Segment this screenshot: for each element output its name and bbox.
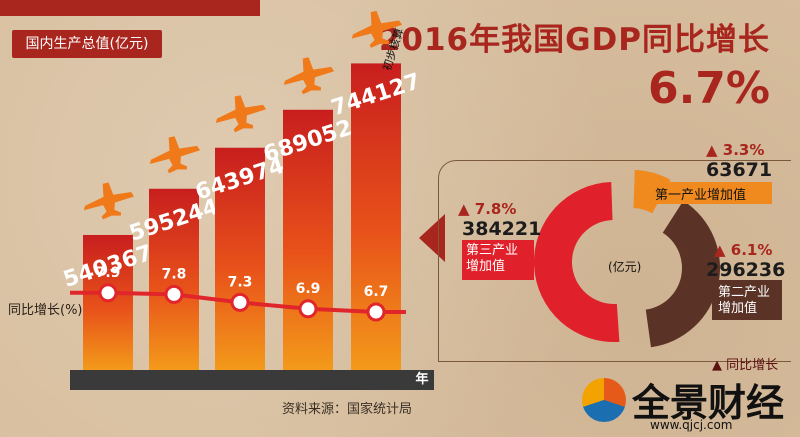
second-sector-label-bg: [712, 280, 782, 320]
growth-point: [298, 299, 318, 319]
sector-panel-frame: [438, 160, 791, 362]
airplane-icon: [351, 10, 403, 48]
third-sector-name: 第三产业 增加值: [466, 243, 518, 275]
second-sector-growth: ▲ 6.1%: [714, 241, 773, 259]
third-sector-label-bg: [462, 240, 534, 280]
source-note: 资料来源：国家统计局: [282, 402, 413, 417]
growth-point: [366, 302, 386, 322]
first-sector-growth: ▲ 3.3%: [706, 141, 765, 159]
airplane-icon: [83, 182, 135, 220]
growth-point-label: 7.9: [96, 265, 121, 281]
x-axis-bar: [70, 370, 410, 390]
third-sector-value: 384221: [462, 218, 542, 240]
donut-slice-third: [534, 182, 620, 342]
second-sector-name: 第二产业 增加值: [718, 285, 770, 317]
growth-point-label: 7.3: [228, 274, 253, 290]
second-sector-name-line2: 增加值: [718, 301, 758, 316]
growth-point-label: 7.8: [162, 266, 187, 282]
donut-slice-second: [645, 200, 720, 348]
airplane-icon: [149, 136, 201, 174]
growth-axis-label: 同比增长(%): [8, 303, 83, 318]
first-sector-label-bg: [650, 182, 772, 204]
headline-title: 2016年我国GDP同比增长: [378, 22, 770, 58]
top-band: [0, 0, 260, 16]
second-sector-name-line1: 第二产业: [718, 285, 771, 300]
first-sector-value: 63671: [706, 159, 773, 181]
first-sector-name: 第一产业增加值: [655, 188, 747, 203]
brand-logo-icon: [582, 378, 626, 422]
bar-2013: [149, 188, 199, 370]
bar-2015: [283, 109, 333, 371]
third-sector-name-line1: 第三产业: [466, 243, 519, 258]
growth-point-label: 6.9: [296, 281, 321, 297]
growth-point: [164, 284, 184, 304]
growth-point-label: 6.7: [364, 284, 389, 300]
bar-2012: [83, 234, 133, 370]
donut-unit: (亿元): [608, 260, 642, 274]
bar-2014: [215, 147, 265, 370]
growth-point: [98, 283, 118, 303]
airplane-icon: [283, 57, 335, 95]
x-axis-unit: 年: [410, 370, 434, 390]
third-sector-growth: ▲ 7.8%: [458, 200, 517, 218]
y-axis-title: 国内生产总值(亿元): [12, 30, 162, 58]
third-sector-name-line2: 增加值: [466, 259, 506, 274]
callout-arrow: [419, 214, 445, 262]
airplane-icon: [215, 95, 267, 133]
headline: 2016年我国GDP同比增长 6.7%: [379, 14, 770, 114]
second-sector-value: 296236: [706, 259, 786, 281]
headline-value: 6.7%: [647, 63, 770, 114]
growth-point: [230, 292, 250, 312]
brand-name: 全景财经: [632, 381, 785, 425]
brand-url: www.qjcj.com: [650, 418, 733, 432]
growth-legend: ▲ 同比增长: [712, 358, 779, 373]
